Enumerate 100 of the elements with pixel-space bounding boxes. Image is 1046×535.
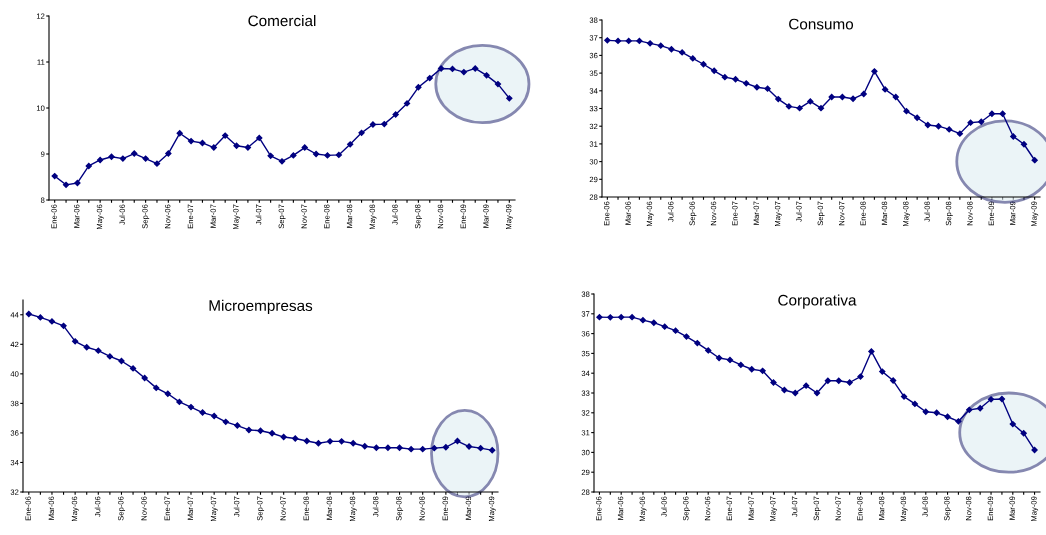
point: [369, 121, 377, 128]
point: [625, 37, 632, 45]
point: [244, 144, 252, 151]
point: [839, 93, 846, 101]
point: [889, 377, 897, 384]
chart-title: Microempresas: [209, 299, 313, 315]
point: [83, 344, 90, 351]
point: [860, 90, 867, 98]
point: [988, 110, 996, 117]
point: [1020, 141, 1028, 148]
point: [694, 339, 701, 347]
point: [1031, 446, 1038, 454]
point: [373, 444, 380, 451]
point: [25, 310, 32, 318]
point: [792, 389, 799, 397]
point: [737, 361, 745, 369]
point: [732, 76, 739, 83]
point: [153, 160, 161, 167]
point: [199, 139, 206, 147]
point: [1010, 133, 1017, 140]
point: [807, 98, 814, 105]
point: [257, 427, 264, 434]
point: [381, 120, 388, 128]
chart-title: Comercial: [248, 15, 316, 27]
point: [494, 80, 502, 88]
point: [449, 65, 456, 73]
point: [211, 412, 218, 420]
point: [347, 141, 354, 148]
point: [596, 314, 603, 321]
point: [431, 444, 438, 452]
point: [326, 438, 334, 445]
point: [472, 65, 479, 72]
point: [245, 426, 253, 434]
point: [944, 413, 951, 420]
point: [935, 123, 942, 130]
point: [222, 132, 229, 139]
point: [129, 365, 137, 372]
point: [796, 104, 803, 112]
point: [280, 433, 287, 441]
point: [1031, 157, 1038, 164]
point: [407, 446, 415, 453]
point: [396, 444, 403, 451]
point: [892, 93, 899, 101]
point: [753, 84, 761, 91]
point: [176, 130, 183, 137]
point: [71, 338, 79, 345]
point: [1020, 430, 1027, 437]
point: [726, 356, 734, 364]
point: [361, 443, 368, 450]
point: [955, 418, 962, 425]
point: [278, 158, 286, 165]
point: [108, 153, 115, 160]
point: [743, 80, 750, 87]
point: [785, 103, 793, 110]
point: [350, 440, 357, 447]
point: [454, 437, 461, 445]
point: [775, 95, 782, 103]
point: [392, 111, 399, 118]
point: [998, 395, 1006, 403]
point: [303, 437, 310, 445]
point: [301, 144, 308, 151]
point: [618, 314, 625, 321]
point: [748, 366, 755, 373]
point: [668, 46, 675, 53]
point: [210, 144, 217, 151]
point: [999, 110, 1006, 117]
point: [813, 389, 821, 397]
point: [119, 155, 127, 162]
point: [672, 327, 679, 334]
point: [817, 104, 825, 112]
chart-title: Consumo: [789, 18, 854, 30]
point: [967, 119, 974, 126]
point: [256, 134, 263, 142]
point: [657, 42, 664, 49]
point: [165, 150, 172, 157]
point: [415, 84, 422, 91]
point: [290, 152, 297, 159]
point: [106, 353, 114, 360]
point: [978, 118, 985, 125]
point: [95, 347, 102, 354]
point: [871, 68, 878, 75]
point: [705, 347, 712, 354]
point: [646, 40, 654, 47]
point: [911, 400, 919, 408]
point: [483, 72, 490, 79]
point: [956, 130, 964, 137]
point: [1009, 420, 1016, 428]
point: [358, 129, 365, 136]
point: [131, 150, 138, 157]
point: [977, 405, 984, 412]
point: [96, 156, 104, 164]
point: [477, 444, 484, 452]
point: [828, 93, 835, 101]
point: [506, 95, 513, 102]
point: [721, 74, 729, 81]
point: [689, 55, 696, 62]
point: [419, 446, 426, 453]
point: [881, 86, 889, 93]
point: [607, 314, 614, 321]
point: [142, 155, 149, 162]
